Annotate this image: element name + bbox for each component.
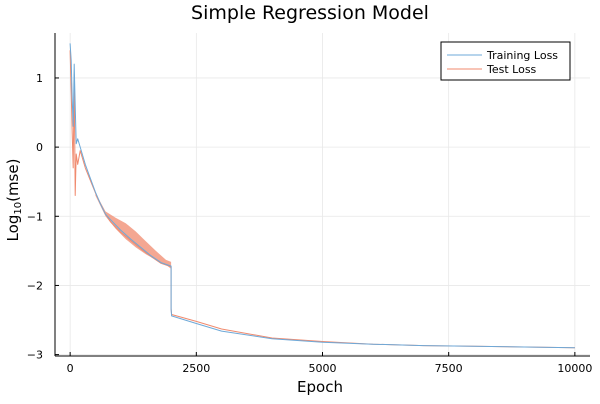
y-tick-label: −2 — [27, 279, 43, 292]
y-ticks: 1 0 −1 −2 −3 — [27, 72, 59, 362]
y-axis-label-main: Log — [4, 215, 22, 242]
test-loss-line — [69, 50, 575, 349]
y-axis-label-tail: (mse) — [4, 159, 22, 202]
series-layer — [69, 43, 575, 349]
y-axis-label: Log10(mse) — [4, 159, 24, 242]
x-ticks: 0 2500 5000 7500 10000 — [67, 352, 592, 375]
x-tick-label: 5000 — [309, 362, 337, 375]
x-tick-label: 10000 — [557, 362, 592, 375]
x-tick-label: 0 — [67, 362, 74, 375]
x-axis-label: Epoch — [297, 378, 343, 396]
x-tick-label: 7500 — [435, 362, 463, 375]
legend-label-training: Training Loss — [486, 49, 558, 62]
x-tick-label: 2500 — [182, 362, 210, 375]
chart-title: Simple Regression Model — [191, 2, 429, 24]
test-loss-band — [95, 192, 172, 269]
test-band-layer — [95, 192, 172, 269]
y-tick-label: −3 — [27, 349, 43, 362]
legend: Training Loss Test Loss — [440, 41, 571, 81]
y-tick-label: 0 — [36, 141, 43, 154]
y-tick-label: 1 — [36, 72, 43, 85]
legend-label-test: Test Loss — [486, 63, 537, 76]
y-axis-label-subscript: 10 — [13, 202, 24, 215]
training-loss-line — [69, 43, 575, 349]
legend-box — [440, 41, 571, 81]
y-tick-label: −1 — [27, 210, 43, 223]
